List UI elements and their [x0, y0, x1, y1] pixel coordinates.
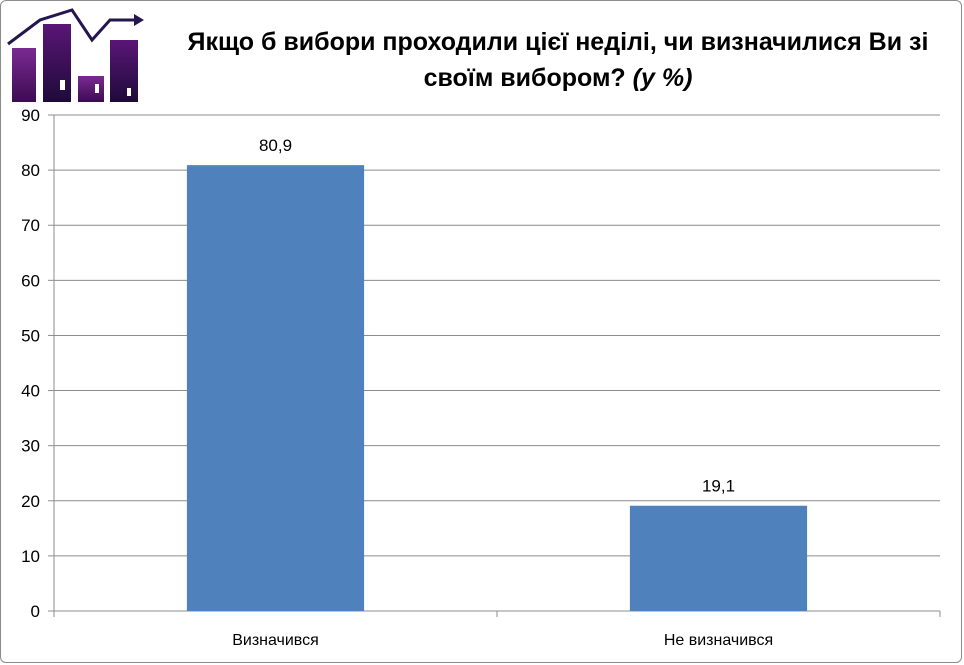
bar	[186, 165, 365, 611]
chart-title-unit: (у %)	[632, 64, 693, 92]
y-tick-label: 20	[21, 492, 40, 511]
y-tick-label: 80	[21, 161, 40, 180]
y-tick-label: 0	[31, 602, 40, 621]
y-tick-label: 10	[21, 547, 40, 566]
data-label: 19,1	[702, 477, 735, 496]
y-tick-label: 90	[21, 106, 40, 125]
y-tick-label: 50	[21, 326, 40, 345]
chart-title: Якщо б вибори проходили цієї неділі, чи …	[178, 24, 938, 96]
bar	[629, 505, 808, 611]
data-label: 80,9	[259, 136, 292, 155]
y-tick-label: 60	[21, 271, 40, 290]
category-label: Визначився	[232, 632, 319, 649]
category-label: Не визначився	[664, 632, 773, 649]
y-tick-label: 40	[21, 382, 40, 401]
y-tick-label: 70	[21, 216, 40, 235]
logo-icon	[7, 8, 144, 102]
y-tick-label: 30	[21, 437, 40, 456]
chart-title-text: Якщо б вибори проходили цієї неділі, чи …	[187, 28, 929, 92]
